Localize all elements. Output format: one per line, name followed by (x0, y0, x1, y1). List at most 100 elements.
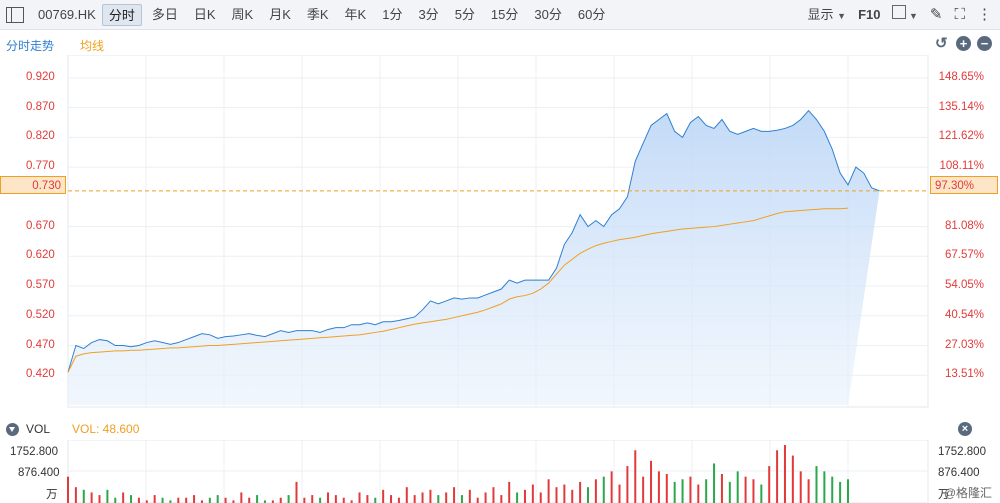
zoom-in-icon[interactable]: + (956, 36, 971, 51)
volume-bar (460, 495, 463, 503)
volume-bar (492, 487, 495, 503)
volume-bar (799, 471, 802, 503)
tab-10[interactable]: 15分 (490, 6, 519, 22)
volume-bar (193, 495, 196, 503)
volume-bar (815, 466, 818, 503)
tab-3[interactable]: 周K (231, 6, 254, 22)
legend-price: 分时走势 (6, 39, 55, 53)
volume-bar (484, 492, 487, 503)
volume-bar (468, 489, 471, 503)
volume-bar (161, 497, 164, 503)
y-tick-left: 0.670 (26, 219, 55, 232)
volume-bar (776, 450, 779, 503)
chart-style-button[interactable]: ▼ (890, 4, 919, 26)
tab-12[interactable]: 60分 (577, 6, 606, 22)
volume-bar (287, 495, 290, 503)
volume-bar (271, 500, 274, 503)
volume-bar (350, 500, 353, 503)
tab-8[interactable]: 3分 (418, 6, 439, 22)
volume-bar (413, 495, 416, 503)
volume-bar (847, 479, 849, 503)
y-tick-right: 27.03% (944, 338, 984, 351)
f10-button[interactable]: F10 (858, 7, 881, 22)
volume-bar (752, 479, 755, 503)
volume-bar (303, 497, 306, 503)
tab-7[interactable]: 1分 (382, 6, 403, 22)
fullscreen-icon[interactable]: ⛶ (954, 6, 965, 23)
volume-bar (579, 481, 582, 503)
close-icon[interactable]: × (958, 422, 972, 436)
volume-bar (689, 476, 692, 503)
volume-bar (839, 481, 842, 503)
volume-bar (634, 450, 637, 503)
volume-bar (327, 492, 329, 503)
volume-bar (263, 500, 266, 503)
chart-header: 分时走势 均线 ↺ + − (0, 31, 1000, 59)
zoom-out-icon[interactable]: − (977, 36, 992, 51)
volume-bar (358, 492, 361, 503)
volume-bar (429, 489, 432, 503)
volume-bar (626, 466, 629, 503)
volume-max-right: 1752.800 (938, 446, 986, 458)
volume-bars (67, 445, 849, 503)
volume-bar (295, 481, 298, 503)
volume-bar (713, 463, 716, 503)
volume-bar (374, 497, 377, 503)
y-tick-left: 0.920 (26, 70, 55, 83)
volume-unit-right: 万 (938, 489, 950, 501)
y-tick-left: 0.870 (26, 100, 55, 113)
tab-5[interactable]: 季K (306, 6, 329, 22)
volume-unit-left: 万 (46, 489, 58, 501)
volume-bar (831, 476, 834, 503)
volume-bar (106, 489, 109, 503)
volume-bar (516, 492, 519, 503)
collapse-icon[interactable] (6, 423, 19, 436)
volume-bar (705, 479, 708, 503)
display-menu[interactable]: 显示 ▼ (806, 4, 849, 26)
volume-bar (67, 476, 69, 503)
volume-bar (453, 487, 456, 503)
volume-bar (90, 492, 93, 503)
volume-bar (531, 484, 534, 503)
volume-bar (114, 497, 117, 503)
tab-6[interactable]: 年K (344, 6, 367, 22)
volume-bar (366, 495, 369, 503)
volume-bar (405, 487, 408, 503)
tab-9[interactable]: 5分 (454, 6, 475, 22)
volume-bar (145, 500, 148, 503)
pen-icon[interactable]: ✎ (929, 6, 943, 23)
tab-0[interactable]: 分时 (101, 3, 142, 26)
y-tick-left: 0.420 (26, 368, 55, 381)
price-chart[interactable] (0, 55, 1000, 415)
tab-1[interactable]: 多日 (151, 6, 178, 22)
tab-2[interactable]: 日K (193, 6, 216, 22)
volume-bar (130, 495, 133, 503)
tab-4[interactable]: 月K (269, 6, 291, 22)
volume-max-left: 1752.800 (10, 446, 58, 458)
sidebar-toggle-icon[interactable] (6, 6, 24, 23)
volume-bar (547, 479, 550, 503)
price-line (67, 109, 880, 373)
volume-bar (74, 487, 77, 503)
volume-bar (807, 479, 810, 503)
y-tick-right: 135.14% (938, 100, 984, 113)
current-pct-tag: 97.30% (930, 176, 998, 194)
avg-line (67, 207, 849, 373)
volume-bar (508, 481, 511, 503)
volume-bar (555, 487, 558, 503)
reset-icon[interactable]: ↺ (935, 35, 948, 52)
volume-bar (476, 497, 479, 503)
more-icon[interactable]: ⋮ (977, 6, 992, 23)
y-tick-right: 13.51% (944, 368, 984, 381)
tab-11[interactable]: 30分 (534, 6, 562, 22)
volume-bar (153, 495, 156, 503)
period-tabs: 分时 多日 日K 周K 月K 季K 年K 1分 3分 5分 15分 30分 60分 (101, 3, 612, 26)
y-tick-left: 0.570 (26, 279, 55, 292)
y-tick-right: 121.62% (938, 130, 984, 143)
symbol-label[interactable]: 00769.HK (38, 6, 96, 22)
y-tick-left: 0.470 (26, 338, 55, 351)
volume-bar (122, 492, 125, 503)
volume-mid-left: 876.400 (18, 467, 60, 479)
volume-bar (657, 471, 660, 503)
volume-bar (610, 471, 613, 503)
